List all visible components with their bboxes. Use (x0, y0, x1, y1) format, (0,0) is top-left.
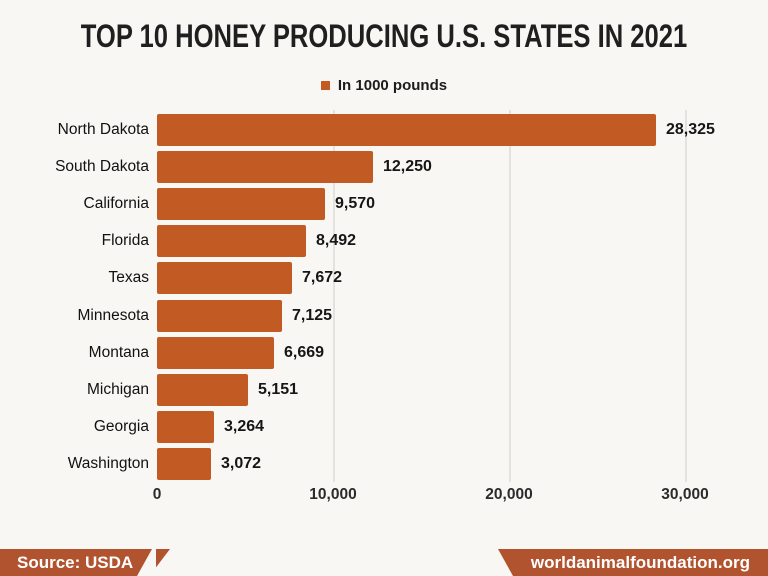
value-label: 7,672 (302, 269, 343, 287)
bar-row-michigan: Michigan 5,151 (0, 371, 768, 408)
bar-row-georgia: Georgia 3,264 (0, 409, 768, 446)
value-label: 3,264 (224, 418, 265, 436)
bar-chart: North Dakota 28,325 South Dakota 12,250 Cali… (0, 111, 768, 483)
category-label: Georgia (93, 418, 149, 436)
bar (157, 150, 373, 183)
site-label: worldanimalfoundation.org (530, 553, 750, 572)
bar (157, 113, 656, 146)
ribbon-accent-triangle (156, 549, 170, 568)
value-label: 3,072 (221, 455, 262, 473)
bar (157, 299, 282, 332)
category-label: Montana (88, 343, 149, 361)
bar (157, 336, 274, 369)
bar (157, 411, 214, 444)
value-label: 8,492 (316, 232, 357, 250)
bar (157, 187, 325, 220)
category-label: Florida (101, 232, 149, 250)
category-label: California (83, 194, 149, 212)
bar-row-texas: Texas 7,672 (0, 260, 768, 297)
source-ribbon: Source: USDA (0, 549, 152, 576)
value-label: 9,570 (335, 194, 376, 212)
category-label: Michigan (86, 380, 149, 398)
value-label: 7,125 (292, 306, 333, 324)
category-label: North Dakota (57, 120, 149, 138)
legend-swatch-icon (320, 81, 330, 90)
bar (157, 448, 211, 481)
category-label: Washington (67, 455, 149, 473)
bar (157, 262, 292, 295)
bar (157, 373, 248, 406)
bar-row-california: California 9,570 (0, 185, 768, 222)
bar-row-minnesota: Minnesota 7,125 (0, 297, 768, 334)
bar (157, 225, 306, 258)
value-label: 5,151 (258, 380, 299, 398)
x-tick-0: 0 (152, 486, 162, 503)
site-ribbon: worldanimalfoundation.org (498, 549, 768, 576)
bar-row-florida: Florida 8,492 (0, 223, 768, 260)
value-label: 12,250 (383, 157, 432, 175)
legend-label: In 1000 pounds (337, 77, 448, 94)
value-label: 6,669 (284, 343, 325, 361)
bar-row-washington: Washington 3,072 (0, 446, 768, 483)
category-label: South Dakota (55, 157, 149, 175)
bar-row-montana: Montana 6,669 (0, 334, 768, 371)
bar-row-north-dakota: North Dakota 28,325 (0, 111, 768, 148)
chart-legend: In 1000 pounds (0, 77, 768, 94)
category-label: Minnesota (77, 306, 149, 324)
bar-row-south-dakota: South Dakota 12,250 (0, 148, 768, 185)
x-axis: 0 10,000 20,000 30,000 (0, 486, 768, 506)
x-tick-30000: 30,000 (661, 486, 709, 503)
source-label: Source: USDA (17, 553, 134, 572)
category-label: Texas (108, 269, 150, 287)
x-tick-20000: 20,000 (485, 486, 533, 503)
value-label: 28,325 (666, 120, 715, 138)
chart-title: TOP 10 HONEY PRODUCING U.S. STATES IN 20… (80, 18, 688, 54)
x-tick-10000: 10,000 (309, 486, 357, 503)
